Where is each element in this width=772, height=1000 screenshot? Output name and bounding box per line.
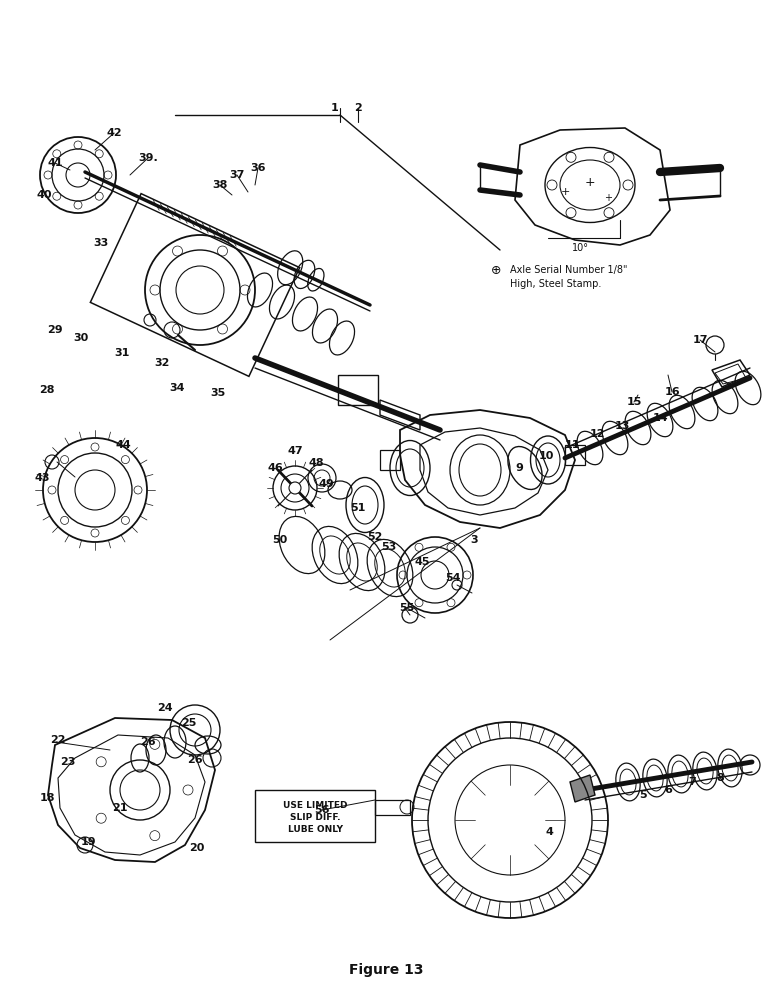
Text: 43: 43 — [34, 473, 49, 483]
Text: +: + — [604, 193, 612, 203]
Text: 11: 11 — [564, 440, 580, 450]
Text: 20: 20 — [189, 843, 205, 853]
Text: 50: 50 — [273, 535, 288, 545]
Text: 6: 6 — [664, 785, 672, 795]
Text: 3: 3 — [470, 535, 478, 545]
Text: 10: 10 — [538, 451, 554, 461]
Text: ⊕: ⊕ — [491, 263, 501, 276]
Text: +: + — [560, 187, 570, 197]
Text: High, Steel Stamp.: High, Steel Stamp. — [510, 279, 601, 289]
Text: SLIP DIFF.: SLIP DIFF. — [290, 814, 340, 822]
Text: 5: 5 — [639, 790, 647, 800]
Text: 37: 37 — [229, 170, 245, 180]
Text: 26: 26 — [141, 737, 156, 747]
Text: 15: 15 — [626, 397, 642, 407]
Text: Figure 13: Figure 13 — [349, 963, 423, 977]
Text: 10°: 10° — [571, 243, 588, 253]
Text: 1: 1 — [331, 103, 339, 113]
Circle shape — [289, 482, 301, 494]
Text: 8: 8 — [716, 773, 724, 783]
Text: 42: 42 — [107, 128, 122, 138]
Text: 36: 36 — [250, 163, 266, 173]
Text: 54: 54 — [445, 573, 461, 583]
Text: Axle Serial Number 1/8": Axle Serial Number 1/8" — [510, 265, 628, 275]
Text: 34: 34 — [169, 383, 185, 393]
Bar — [338, 375, 378, 405]
Text: 41: 41 — [47, 158, 63, 168]
Text: LUBE ONLY: LUBE ONLY — [287, 826, 343, 834]
Text: 56: 56 — [314, 805, 330, 815]
Text: 51: 51 — [350, 503, 366, 513]
Text: 12: 12 — [589, 429, 604, 439]
Text: 47: 47 — [287, 446, 303, 456]
Text: 29: 29 — [47, 325, 63, 335]
Text: 16: 16 — [664, 387, 680, 397]
Text: 26: 26 — [187, 755, 203, 765]
Bar — [255, 790, 375, 842]
Text: 9: 9 — [515, 463, 523, 473]
Text: 24: 24 — [157, 703, 173, 713]
Text: 18: 18 — [39, 793, 55, 803]
Text: 19: 19 — [80, 837, 96, 847]
Text: 30: 30 — [73, 333, 89, 343]
Text: +: + — [584, 176, 595, 188]
Text: 14: 14 — [653, 413, 669, 423]
Text: 33: 33 — [93, 238, 109, 248]
Text: 28: 28 — [39, 385, 55, 395]
Text: 38: 38 — [212, 180, 228, 190]
Text: 35: 35 — [211, 388, 225, 398]
Text: 22: 22 — [50, 735, 66, 745]
Text: 53: 53 — [381, 542, 397, 552]
Text: USE LIMITED: USE LIMITED — [283, 802, 347, 810]
Text: 55: 55 — [399, 603, 415, 613]
Text: 23: 23 — [60, 757, 76, 767]
Text: 48: 48 — [308, 458, 323, 468]
Text: 17: 17 — [692, 335, 708, 345]
Text: 49: 49 — [318, 479, 334, 489]
Text: 21: 21 — [112, 803, 127, 813]
Text: 44: 44 — [115, 440, 131, 450]
Text: 32: 32 — [154, 358, 170, 368]
Text: 13: 13 — [615, 421, 630, 431]
Text: 52: 52 — [367, 532, 383, 542]
Text: 45: 45 — [415, 557, 430, 567]
Polygon shape — [570, 775, 595, 802]
Text: 2: 2 — [354, 103, 362, 113]
Text: 39.: 39. — [138, 153, 158, 163]
Text: 31: 31 — [114, 348, 130, 358]
Text: 25: 25 — [181, 718, 197, 728]
Text: 46: 46 — [267, 463, 283, 473]
Text: 7: 7 — [688, 777, 696, 787]
Text: 40: 40 — [36, 190, 52, 200]
Text: 4: 4 — [545, 827, 553, 837]
